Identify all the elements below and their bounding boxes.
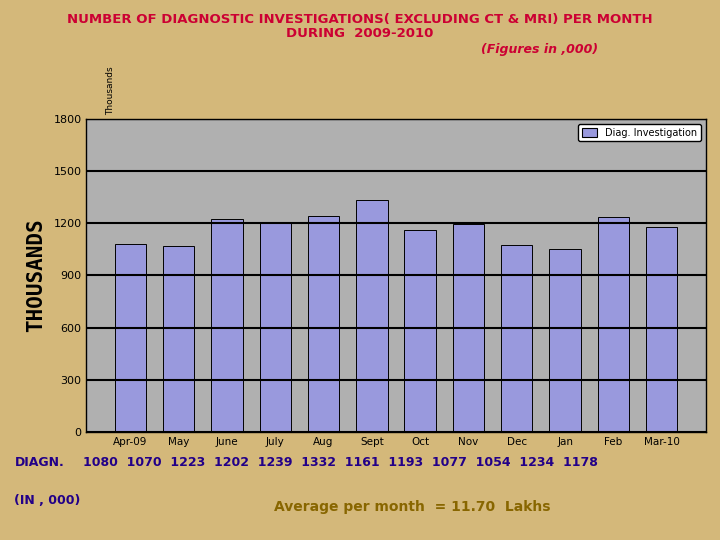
Bar — [549, 248, 581, 432]
Text: 1080  1070  1223  1202  1239  1332  1161  1193  1077  1054  1234  1178: 1080 1070 1223 1202 1239 1332 1161 1193 … — [83, 456, 598, 469]
Text: (Figures in ,000): (Figures in ,000) — [482, 43, 598, 56]
Bar — [114, 244, 146, 432]
Bar — [453, 225, 484, 432]
Text: DIAGN.: DIAGN. — [14, 456, 64, 469]
Bar — [356, 200, 387, 432]
Bar — [405, 230, 436, 432]
Bar — [163, 246, 194, 432]
Bar — [211, 219, 243, 432]
Bar — [308, 217, 339, 432]
Y-axis label: THOUSANDS: THOUSANDS — [27, 219, 47, 332]
Legend: Diag. Investigation: Diag. Investigation — [578, 124, 701, 141]
Bar — [598, 217, 629, 432]
Text: DURING  2009-2010: DURING 2009-2010 — [287, 27, 433, 40]
Bar — [646, 227, 678, 432]
Bar — [259, 223, 291, 432]
Text: Average per month  = 11.70  Lakhs: Average per month = 11.70 Lakhs — [274, 500, 550, 514]
Text: Thousands: Thousands — [106, 67, 115, 116]
Text: (IN , 000): (IN , 000) — [14, 494, 81, 507]
Text: NUMBER OF DIAGNOSTIC INVESTIGATIONS( EXCLUDING CT & MRI) PER MONTH: NUMBER OF DIAGNOSTIC INVESTIGATIONS( EXC… — [67, 14, 653, 26]
Bar — [501, 245, 533, 432]
